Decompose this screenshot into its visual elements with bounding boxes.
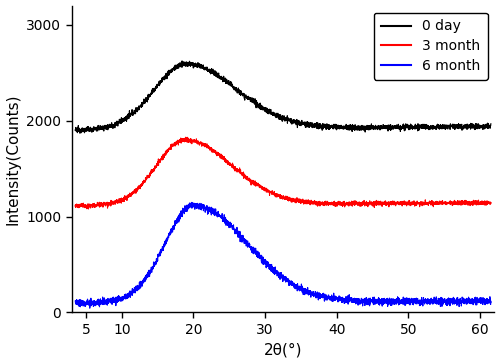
3 month bbox=[480, 199, 486, 204]
Line: 3 month: 3 month bbox=[75, 137, 491, 209]
Legend: 0 day, 3 month, 6 month: 0 day, 3 month, 6 month bbox=[374, 12, 488, 79]
6 month bbox=[144, 273, 150, 277]
6 month bbox=[72, 299, 78, 303]
3 month bbox=[144, 175, 150, 180]
0 day bbox=[232, 85, 238, 90]
Line: 0 day: 0 day bbox=[75, 61, 491, 133]
X-axis label: 2θ(°): 2θ(°) bbox=[264, 342, 302, 358]
0 day bbox=[179, 59, 185, 63]
0 day bbox=[144, 100, 150, 104]
6 month bbox=[250, 251, 256, 256]
0 day bbox=[250, 99, 256, 104]
0 day bbox=[480, 127, 486, 132]
3 month bbox=[435, 200, 441, 204]
Line: 6 month: 6 month bbox=[75, 203, 491, 308]
3 month bbox=[488, 200, 494, 205]
6 month bbox=[120, 295, 126, 299]
6 month bbox=[87, 306, 93, 310]
0 day bbox=[435, 126, 441, 131]
3 month bbox=[250, 179, 256, 184]
3 month bbox=[120, 198, 126, 203]
3 month bbox=[72, 203, 78, 208]
Y-axis label: Intensity(Counts): Intensity(Counts) bbox=[6, 93, 20, 225]
6 month bbox=[189, 200, 195, 205]
6 month bbox=[435, 297, 441, 301]
6 month bbox=[480, 295, 486, 300]
3 month bbox=[182, 135, 188, 139]
3 month bbox=[232, 166, 238, 170]
0 day bbox=[72, 128, 78, 132]
0 day bbox=[488, 122, 494, 126]
6 month bbox=[488, 300, 494, 305]
0 day bbox=[76, 131, 82, 135]
6 month bbox=[232, 230, 238, 234]
3 month bbox=[86, 207, 91, 211]
0 day bbox=[120, 116, 126, 121]
